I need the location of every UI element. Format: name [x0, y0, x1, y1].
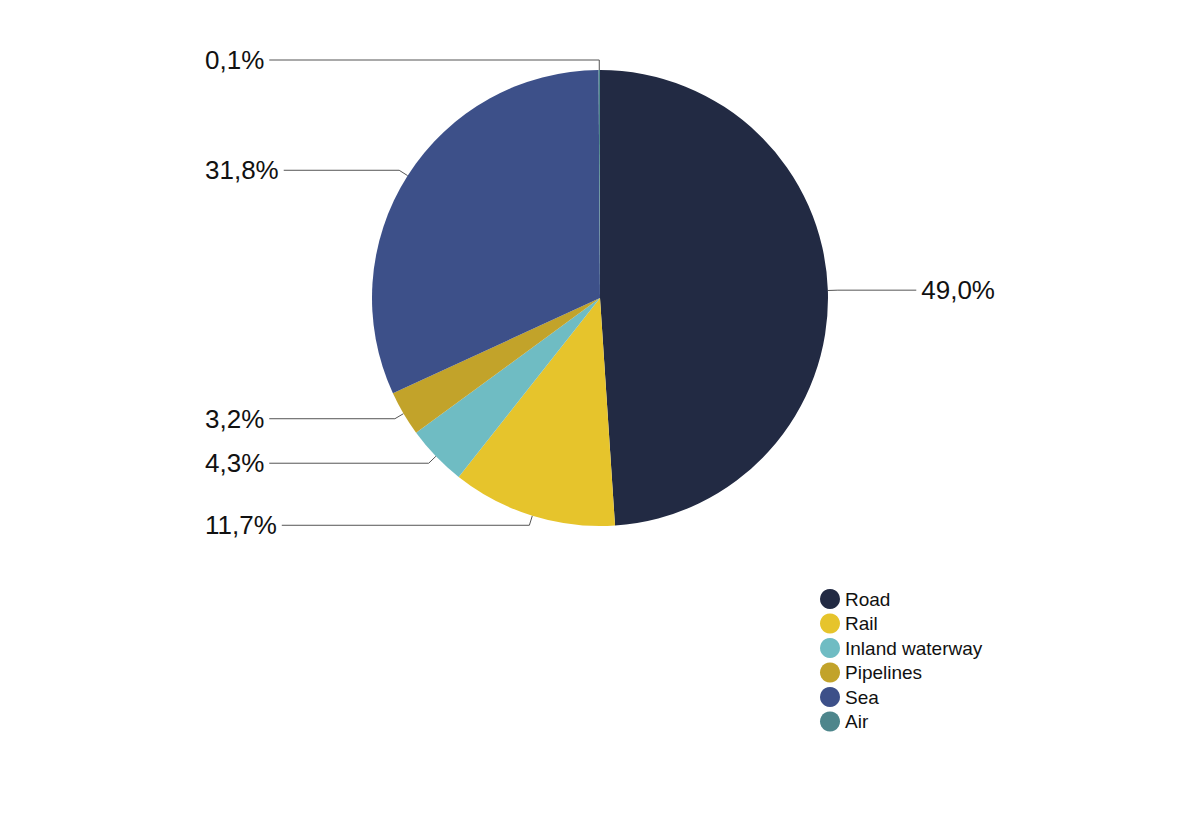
svg-text:Inland waterway: Inland waterway: [845, 638, 983, 659]
svg-text:4,3%: 4,3%: [205, 448, 264, 478]
svg-text:3,2%: 3,2%: [205, 404, 264, 434]
svg-text:Rail: Rail: [845, 613, 878, 634]
svg-text:49,0%: 49,0%: [921, 275, 995, 305]
svg-text:Road: Road: [845, 589, 890, 610]
svg-text:Pipelines: Pipelines: [845, 662, 922, 683]
svg-text:31,8%: 31,8%: [205, 155, 279, 185]
svg-text:11,7%: 11,7%: [205, 510, 277, 540]
svg-text:Sea: Sea: [845, 687, 879, 708]
svg-text:Air: Air: [845, 711, 869, 732]
svg-text:0,1%: 0,1%: [205, 45, 264, 75]
